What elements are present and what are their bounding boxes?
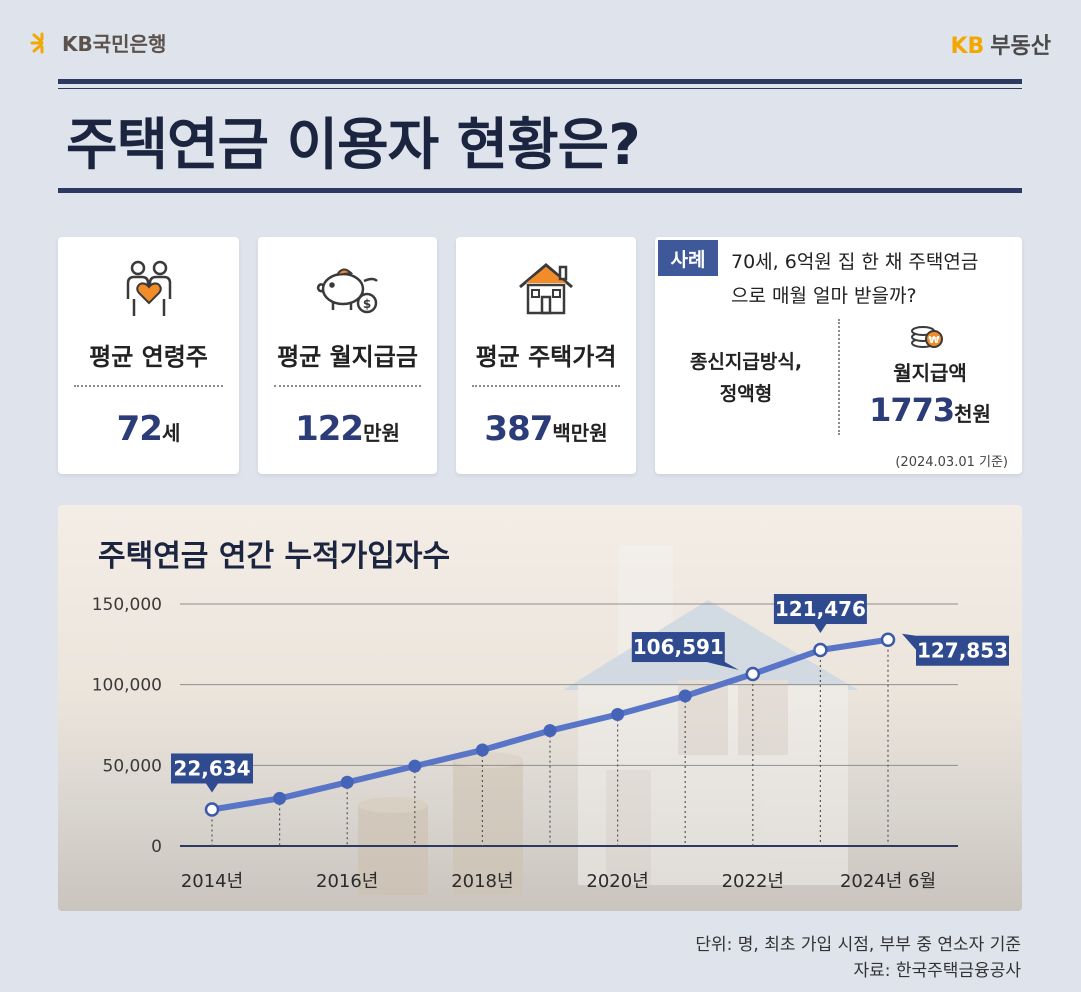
stat-value: 72세 [116,409,181,449]
as-of-date: (2024.03.01 기준) [895,455,1008,470]
x-tick-label: 2024년 6월 [840,871,936,892]
data-label-box [916,635,1009,666]
house-icon [519,263,573,315]
x-tick-label: 2018년 [451,871,513,892]
data-point [813,642,828,658]
brand-kb: KB [950,34,985,59]
card-divider [472,385,620,387]
svg-text:₩: ₩ [928,335,939,346]
line-chart: 0 50,000 100,000 150,000 2014년 2016년 2018년 2020… [92,594,1009,892]
x-tick-label: 2016년 [316,871,378,892]
monthly-amount-value: 1773천원 [869,391,991,429]
stat-label: 평균 연령주 [89,343,208,371]
data-label-box [773,594,867,625]
chart-title: 주택연금 연간 누적가입자수 [98,539,451,574]
payment-method-line2: 정액형 [719,383,773,405]
y-tick-label: 0 [151,837,162,857]
stat-value: 387백만원 [484,409,608,449]
source-note: 자료: 한국주택금융공사 [853,961,1021,981]
data-label-box [631,632,725,663]
data-point [273,791,287,805]
unit-note: 단위: 명, 최초 가입 시점, 부부 중 연소자 기준 [695,935,1021,955]
data-point [204,802,220,817]
data-point [408,759,422,773]
card-divider [274,385,421,387]
data-label-pointer [902,633,916,650]
data-label: 127,853 [917,639,1008,663]
case-divider [838,319,840,435]
case-card: 사례 70세, 6억원 집 한 채 주택연금 으로 매월 얼마 받을까? 종신지… [655,237,1022,474]
monthly-amount-label: 월지급액 [893,361,967,385]
y-tick-label: 100,000 [92,676,162,696]
chart-panel: 주택연금 연간 누적가입자수 0 50,000 100,000 150,000 2014… [58,505,1022,911]
data-label-box [171,753,253,784]
stat-label: 평균 주택가격 [475,343,617,371]
kb-star-icon [30,32,44,53]
data-point [340,775,354,789]
x-tick-label: 2022년 [722,871,784,892]
title-rule-top [58,79,1022,84]
bank-name: KB국민은행 [62,32,167,56]
data-point [880,632,896,647]
x-tick-label: 2020년 [586,871,648,892]
brand-name: 부동산 [990,34,1051,59]
coin-stack-icon: ₩ [911,326,943,348]
case-question-line2: 으로 매월 얼마 받을까? [731,285,917,307]
data-label-pointer [206,783,218,793]
data-point [611,708,625,722]
x-tick-label: 2014년 [181,871,243,892]
stat-card-age: 평균 연령주 72세 [58,237,239,474]
data-label: 106,591 [633,635,724,659]
case-question-line1: 70세, 6억원 집 한 채 주택연금 [731,251,979,273]
stat-label: 평균 월지급금 [277,343,418,371]
piggy-bank-icon: $ [316,268,378,314]
title-rule-top-thin [58,88,1022,89]
payment-method-line1: 종신지급방식, [689,351,803,373]
data-label-pointer [814,624,827,634]
kb-real-estate-logo: KB 부동산 [950,28,1051,60]
y-tick-label: 150,000 [92,595,162,615]
data-point [475,743,489,757]
data-label: 22,634 [173,756,250,780]
data-label: 121,476 [775,597,866,621]
data-label-pointer [706,662,739,671]
data-point [678,689,692,703]
stat-card-monthly-payment: $ 평균 월지급금 122만원 [258,237,437,474]
page-title: 주택연금 이용자 현황은? [66,113,641,178]
stat-card-house-price: 평균 주택가격 387백만원 [456,237,636,474]
couple-heart-icon [126,260,171,316]
title-rule-bottom [58,188,1022,193]
stat-value: 122만원 [295,409,400,449]
svg-text:$: $ [362,297,370,311]
data-point [543,724,557,738]
y-tick-label: 50,000 [103,756,162,776]
data-point [745,666,761,682]
card-divider [74,385,223,387]
case-tag: 사례 [658,240,718,276]
kb-kookmin-bank-logo: KB국민은행 [28,28,166,57]
